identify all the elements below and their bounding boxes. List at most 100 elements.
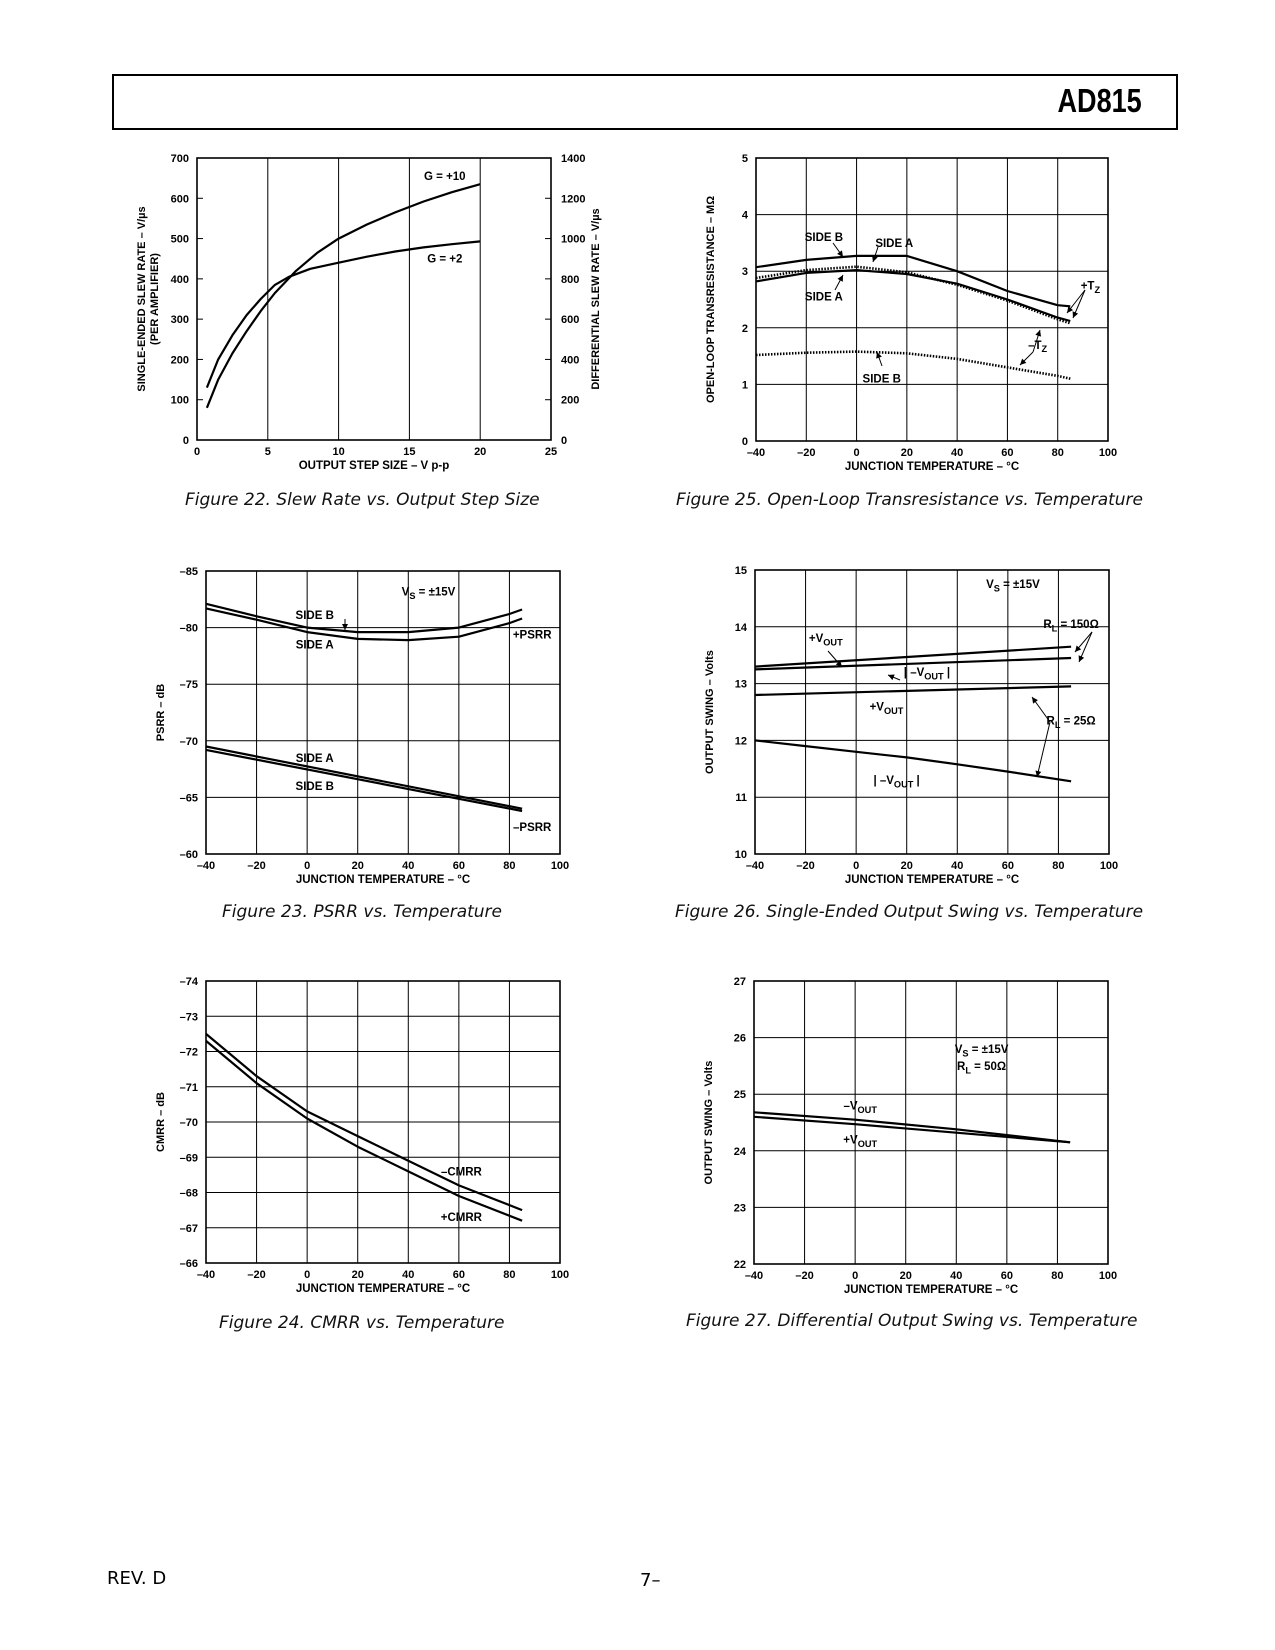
series-line [754,645,1072,668]
y-tick-label: 27 [734,976,746,988]
y-tick-label: 100 [171,395,189,407]
x-tick-label: –20 [247,1269,265,1281]
y-tick-label: –85 [180,566,198,578]
annotation-label: +VOUT [809,633,843,647]
y-tick-label: 14 [735,622,748,634]
x-tick-label: 0 [854,447,860,459]
x-tick-label: 100 [1099,1270,1117,1282]
leader-arrowhead [1035,330,1042,337]
annotation-label: SIDE A [875,238,913,250]
caption-figure-23: Figure 23. PSRR vs. Temperature [222,902,503,922]
annotation-label: | –VOUT | [904,667,950,681]
x-tick-label: 25 [545,446,557,458]
fig25-grid [755,157,1109,442]
annotation-label: +CMRR [441,1212,483,1224]
annotation-label: +PSRR [513,629,552,641]
annotation-label: –TZ [1028,340,1047,354]
x-tick-label: –40 [747,447,765,459]
y-tick-label: 400 [171,274,189,286]
y-tick-label: 1 [742,379,748,391]
caption-figure-27: Figure 27. Differential Output Swing vs.… [686,1311,1138,1331]
y-tick-label: –60 [180,849,198,861]
x-tick-label: 40 [950,1270,962,1282]
y-tick-label: –70 [180,1117,198,1129]
y-tick-label: 22 [734,1259,746,1271]
leader-arrowhead [1072,311,1079,318]
leader-arrowhead [1075,645,1082,652]
annotation-label: RL = 150Ω [1043,619,1098,633]
annotation-label: SIDE A [805,292,843,304]
annotation-label: VS = ±15V [402,586,456,600]
x-tick-label: 80 [503,860,515,872]
y-tick-label: 12 [735,735,747,747]
x-tick-label: 60 [453,1269,465,1281]
series-line [205,748,523,813]
x-tick-label: 100 [1099,447,1117,459]
y2-tick-label: 0 [561,435,567,447]
y2-tick-label: 800 [561,274,579,286]
series-line [205,745,523,810]
series-line [205,1033,523,1212]
page-header: AD815 [112,74,1178,130]
y-tick-label: –73 [180,1011,198,1023]
x-tick-label: 40 [402,1269,414,1281]
y-tick-label: –80 [180,623,198,635]
x-tick-label: 5 [265,446,271,458]
annotation-label: RL = 50Ω [957,1061,1006,1075]
annotation-label: G = +2 [427,254,462,266]
leader-arrowhead [1032,697,1038,704]
y-tick-label: 2 [742,323,748,335]
y-tick-label: 13 [735,679,747,691]
x-axis-label: OUTPUT STEP SIZE – V p-p [299,460,450,472]
y-tick-label: –69 [180,1152,198,1164]
fig22-frame [196,157,552,441]
annotation-label: SIDE A [296,753,334,765]
x-axis-label: JUNCTION TEMPERATURE – °C [296,874,470,886]
x-tick-label: 100 [551,1269,569,1281]
series-line [205,1040,523,1222]
x-tick-label: 0 [853,860,859,872]
y-tick-label: 4 [742,210,749,222]
x-tick-label: –20 [247,860,265,872]
annotation-label: VS = ±15V [955,1044,1009,1058]
annotation-label: +VOUT [843,1134,877,1148]
annotation-label: –VOUT [843,1101,877,1115]
annotation-label: +TZ [1081,280,1101,294]
fig23-frame [205,570,561,855]
x-tick-label: 100 [551,860,569,872]
x-tick-label: 80 [1051,1270,1063,1282]
fig25-frame [755,157,1109,442]
x-tick-label: –40 [745,1270,763,1282]
y-tick-label: –65 [180,792,198,804]
x-tick-label: 20 [352,1269,364,1281]
differential-swing-chart: –40 –20 0 20 40 60 80 100 22 23 24 25 26 27 JUNCTION T… [703,976,1117,1296]
series-line [753,1111,1071,1144]
x-tick-label: 60 [1001,447,1013,459]
caption-figure-25: Figure 25. Open-Loop Transresistance vs.… [676,490,1143,510]
y2-tick-label: 200 [561,395,579,407]
y-tick-label: 24 [734,1146,747,1158]
y-tick-label: 3 [742,266,748,278]
fig27-plot: –40 –20 0 20 40 60 80 100 22 23 24 25 26 27 JUNCTION T… [703,976,1117,1296]
annotation-label: –PSRR [513,822,552,834]
annotation-label: SIDE B [805,232,843,244]
caption-figure-24: Figure 24. CMRR vs. Temperature [219,1313,505,1333]
leader-arrowhead [1020,358,1027,365]
leader-arrowhead [1067,306,1074,313]
series-line [753,1115,1071,1144]
x-tick-label: 40 [951,860,963,872]
x-tick-label: 0 [194,446,200,458]
x-tick-label: –40 [197,1269,215,1281]
y-tick-label: –75 [180,679,198,691]
y2-tick-label: 1000 [561,234,585,246]
y-tick-label: 300 [171,314,189,326]
y-axis-label: OPEN-LOOP TRANSRESISTANCE – MΩ [705,196,717,403]
x-tick-label: 0 [304,860,310,872]
annotation-label: G = +10 [424,171,466,183]
leader-arrowhead [342,624,348,630]
x-tick-label: 80 [1052,860,1064,872]
y-tick-label: 200 [171,354,189,366]
x-tick-label: 15 [403,446,415,458]
annotation-label: VS = ±15V [986,579,1040,593]
x-axis-label: JUNCTION TEMPERATURE – °C [296,1283,470,1295]
